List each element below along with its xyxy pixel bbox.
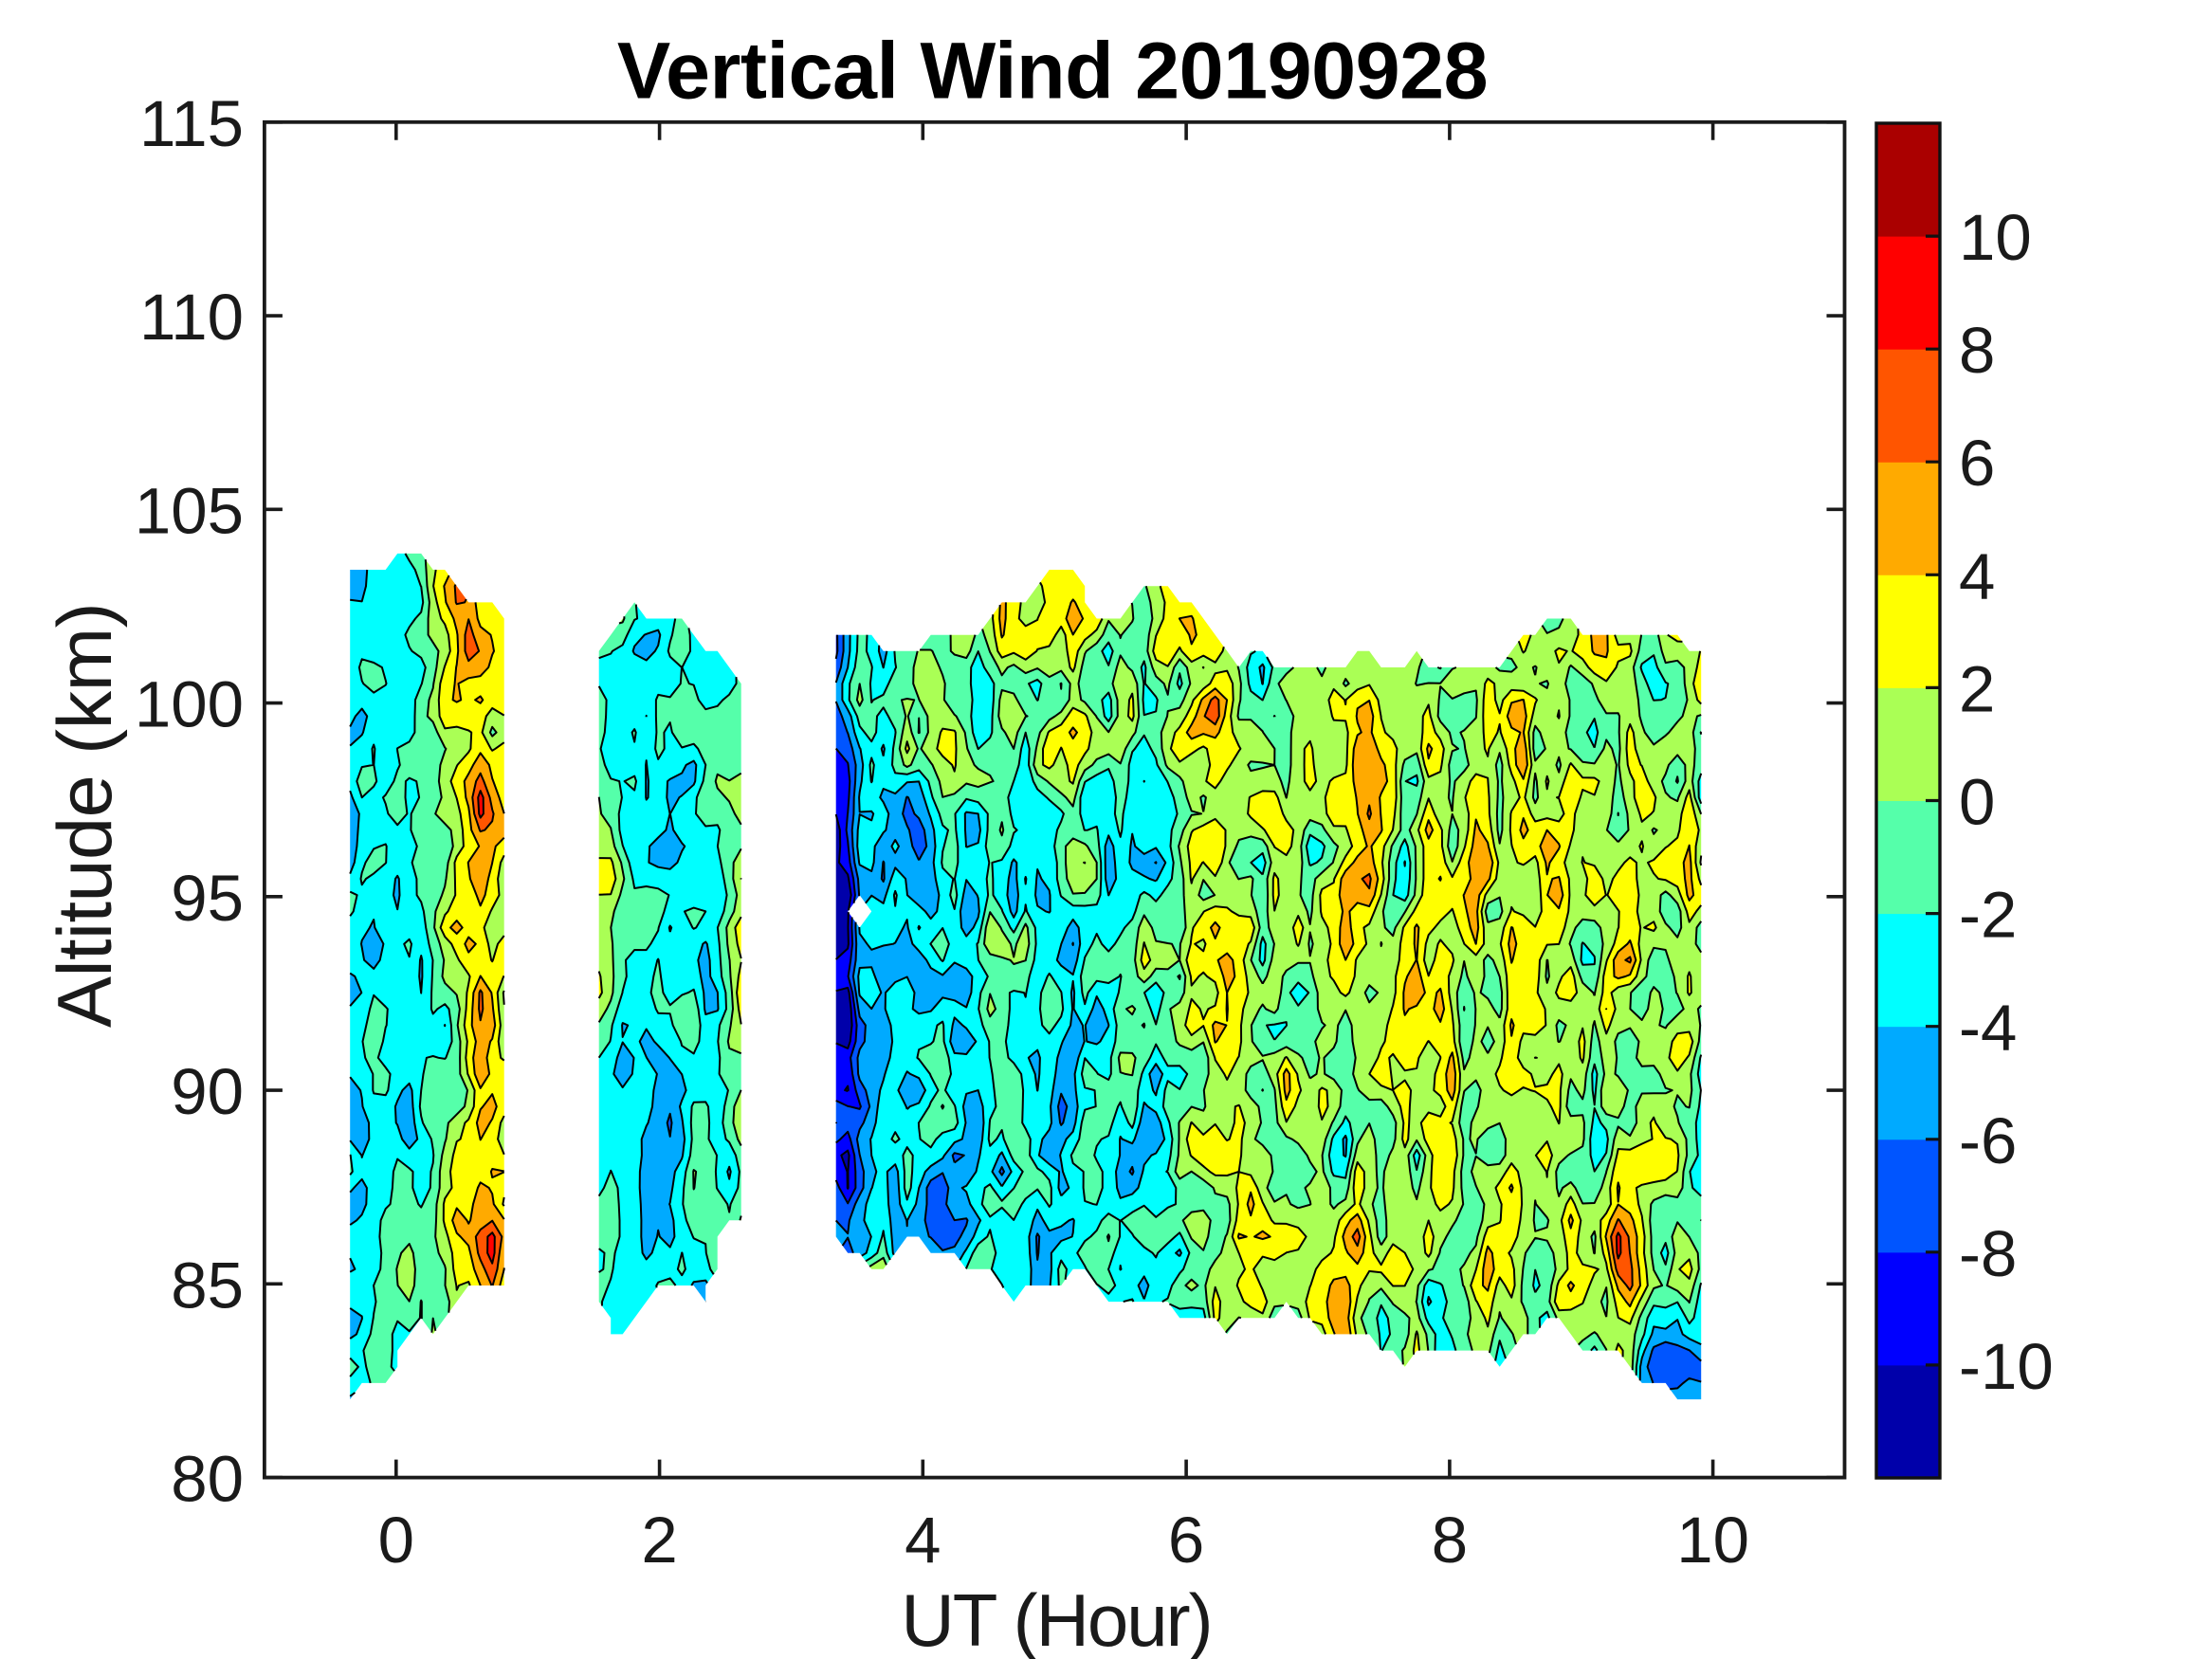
svg-text:90: 90: [171, 1055, 244, 1128]
svg-text:-6: -6: [1959, 1104, 2017, 1177]
svg-text:10: 10: [1959, 201, 2032, 274]
svg-text:UT (Hour): UT (Hour): [901, 1578, 1211, 1659]
svg-text:115: 115: [139, 87, 244, 160]
svg-text:4: 4: [1959, 539, 1995, 612]
svg-text:8: 8: [1432, 1504, 1468, 1577]
svg-text:110: 110: [139, 281, 244, 354]
svg-text:2: 2: [641, 1504, 677, 1577]
svg-text:105: 105: [135, 474, 244, 547]
svg-text:6: 6: [1959, 427, 1995, 500]
svg-text:2: 2: [1959, 652, 1995, 725]
svg-text:Vertical Wind 20190928: Vertical Wind 20190928: [617, 27, 1488, 116]
svg-text:100: 100: [135, 668, 244, 741]
svg-text:-8: -8: [1959, 1217, 2017, 1290]
svg-text:85: 85: [171, 1249, 244, 1322]
svg-text:0: 0: [1959, 766, 1995, 839]
svg-text:8: 8: [1959, 314, 1995, 387]
svg-text:-4: -4: [1959, 992, 2017, 1065]
svg-text:95: 95: [171, 862, 244, 935]
svg-text:0: 0: [378, 1504, 414, 1577]
svg-text:Altitude (km): Altitude (km): [43, 603, 128, 1028]
svg-text:-10: -10: [1959, 1330, 2054, 1403]
svg-text:6: 6: [1168, 1504, 1204, 1577]
svg-text:4: 4: [905, 1504, 941, 1577]
svg-text:10: 10: [1676, 1504, 1749, 1577]
svg-text:-2: -2: [1959, 879, 2017, 952]
svg-text:80: 80: [171, 1443, 244, 1516]
